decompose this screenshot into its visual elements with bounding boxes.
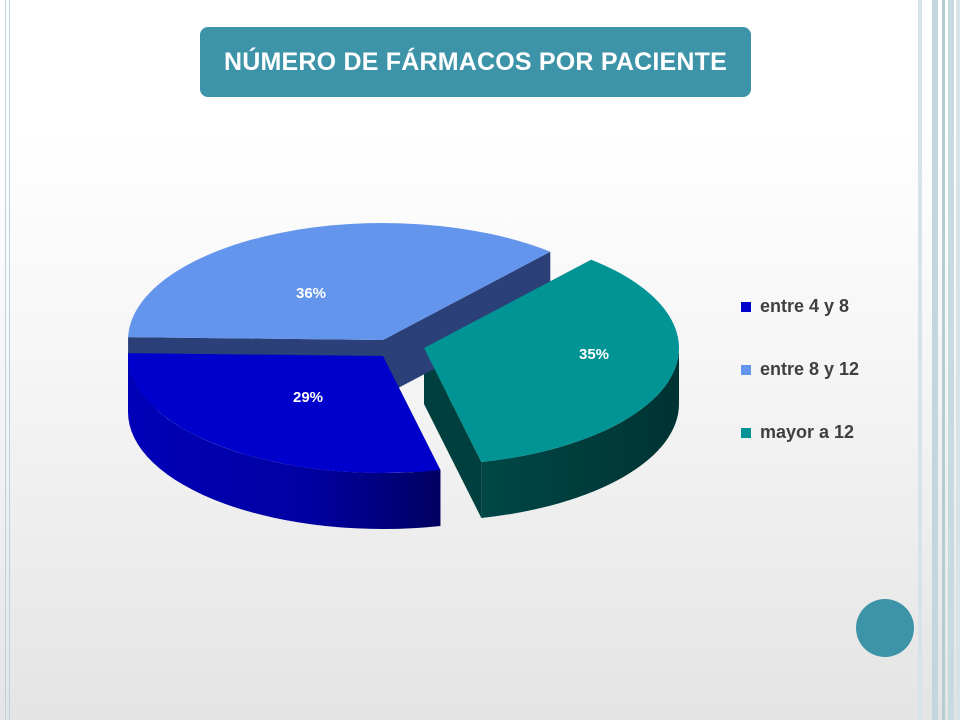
border-stripe xyxy=(948,0,954,720)
legend-item-mayor-a-12: mayor a 12 xyxy=(741,422,854,443)
border-stripe xyxy=(956,0,960,720)
data-label: 29% xyxy=(293,389,323,406)
legend-label: entre 4 y 8 xyxy=(760,296,850,316)
data-label: 36% xyxy=(296,285,326,302)
slide-right-border xyxy=(918,0,960,720)
slide-title-box: NÚMERO DE FÁRMACOS POR PACIENTE xyxy=(200,27,751,97)
pie-slice-side xyxy=(481,348,680,519)
border-stripe xyxy=(918,0,922,720)
border-stripe xyxy=(932,0,938,720)
pie-layer: 29% 36% 35% xyxy=(127,223,680,529)
pie-slice-wall xyxy=(383,251,551,396)
legend-label: entre 8 y 12 xyxy=(760,359,860,379)
pie-slice xyxy=(127,353,441,474)
legend-swatch xyxy=(741,364,751,375)
slide-left-border xyxy=(5,0,10,720)
legend-item-entre-8-y-12: entre 8 y 12 xyxy=(741,359,859,380)
pie-slice xyxy=(424,259,680,463)
legend-swatch xyxy=(741,427,751,438)
border-stripe xyxy=(942,0,945,720)
pie-slice xyxy=(128,223,551,340)
legend-label: mayor a 12 xyxy=(760,422,855,442)
data-label: 35% xyxy=(579,346,609,363)
decorative-circle xyxy=(856,599,914,657)
legend-item-entre-4-y-8: entre 4 y 8 xyxy=(741,296,849,317)
slide-title: NÚMERO DE FÁRMACOS POR PACIENTE xyxy=(224,47,727,76)
pie-slice-side xyxy=(128,356,441,529)
legend-swatch xyxy=(741,301,751,312)
pie-slice-wall xyxy=(424,348,482,519)
